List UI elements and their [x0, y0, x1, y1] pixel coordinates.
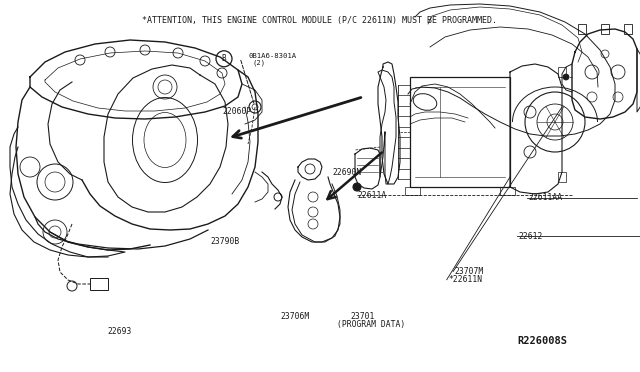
- Text: 22693: 22693: [108, 327, 132, 336]
- Bar: [558, 67, 566, 77]
- Bar: [624, 24, 632, 34]
- Text: 23790B: 23790B: [211, 237, 240, 246]
- Text: 23706M: 23706M: [280, 312, 310, 321]
- Text: 0B1A6-8301A: 0B1A6-8301A: [248, 53, 296, 59]
- Text: *22611N: *22611N: [448, 275, 482, 284]
- Text: 23701: 23701: [351, 312, 375, 321]
- Text: *ATTENTION, THIS ENGINE CONTROL MODULE (P/C 22611N) MUST BE PROGRAMMED.: *ATTENTION, THIS ENGINE CONTROL MODULE (…: [143, 16, 497, 25]
- Text: 22611A: 22611A: [357, 191, 387, 200]
- Text: (2): (2): [253, 59, 266, 66]
- Text: 23707M: 23707M: [454, 267, 484, 276]
- Text: B: B: [221, 54, 227, 63]
- Text: 22612: 22612: [518, 232, 543, 241]
- Bar: [405, 187, 420, 195]
- Bar: [90, 278, 108, 290]
- Text: 22611AA: 22611AA: [528, 193, 562, 202]
- Bar: [410, 77, 510, 187]
- Text: R226008S: R226008S: [517, 337, 567, 346]
- Bar: [601, 24, 609, 34]
- Text: 22690N: 22690N: [333, 169, 362, 177]
- Text: 22060P: 22060P: [223, 107, 252, 116]
- Circle shape: [563, 74, 569, 80]
- Circle shape: [353, 183, 361, 191]
- Bar: [578, 24, 586, 34]
- Bar: [500, 187, 515, 195]
- Bar: [558, 172, 566, 182]
- Text: (PROGRAM DATA): (PROGRAM DATA): [337, 320, 406, 329]
